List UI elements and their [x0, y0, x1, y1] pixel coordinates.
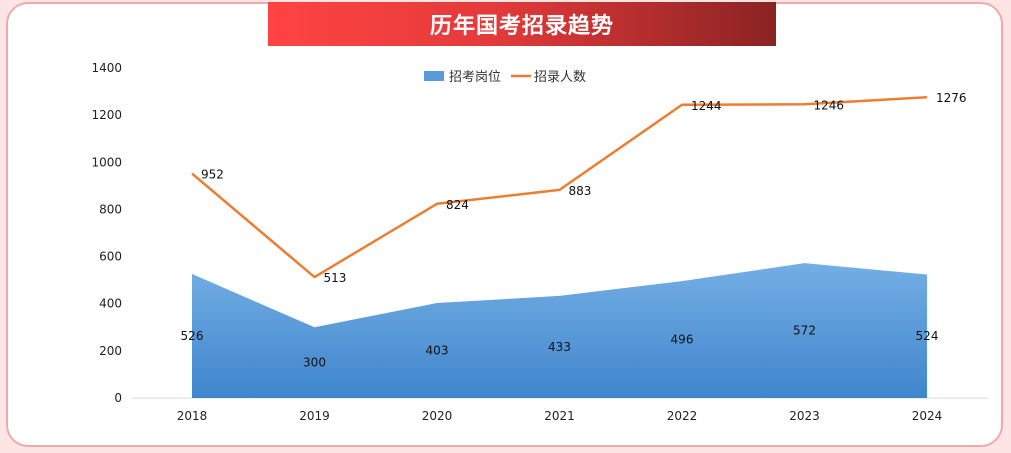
y-tick-label: 800: [99, 202, 122, 216]
y-tick-label: 200: [99, 344, 122, 358]
y-axis: 0 200 400 600 800 1000 1200 1400: [91, 61, 122, 405]
area-series-fill: [192, 263, 927, 398]
x-tick-label: 2021: [544, 409, 575, 423]
x-tick-label: 2019: [299, 409, 330, 423]
y-tick-label: 1000: [91, 155, 122, 169]
line-data-label: 952: [201, 168, 224, 182]
x-tick-label: 2020: [422, 409, 453, 423]
legend-swatch-area: [424, 71, 444, 81]
x-axis: 2018 2019 2020 2021 2022 2023 2024: [132, 397, 988, 423]
legend-label-line: 招录人数: [534, 70, 586, 85]
area-data-label: 524: [916, 329, 939, 343]
y-tick-label: 400: [99, 297, 122, 311]
line-data-label: 1246: [814, 98, 845, 112]
line-data-label: 1276: [936, 91, 967, 105]
area-data-label: 300: [303, 356, 326, 370]
area-data-label: 496: [671, 333, 694, 347]
area-data-label: 572: [793, 324, 816, 338]
y-tick-label: 1400: [91, 61, 122, 75]
legend-label-area: 招考岗位: [449, 70, 501, 85]
line-data-label: 824: [446, 198, 469, 212]
line-data-label: 513: [324, 271, 347, 285]
line-data-label: 883: [569, 184, 592, 198]
line-series-path: [191, 95, 928, 279]
x-tick-label: 2022: [667, 409, 698, 423]
chart-title: 历年国考招录趋势: [268, 2, 776, 46]
data-labels: 526 300 403 433 496 572 524 952 513 824 883 1244 124…: [181, 91, 967, 369]
x-tick-label: 2018: [177, 409, 208, 423]
y-tick-label: 600: [99, 250, 122, 264]
area-data-label: 433: [548, 340, 571, 354]
area-data-label: 403: [426, 344, 449, 358]
y-tick-label: 1200: [91, 108, 122, 122]
line-data-label: 1244: [691, 99, 722, 113]
y-tick-label: 0: [114, 391, 122, 405]
x-tick-label: 2023: [789, 409, 820, 423]
series-line-group: [191, 95, 928, 279]
series-area-group: [192, 263, 927, 398]
x-tick-label: 2024: [912, 409, 943, 423]
area-data-label: 526: [181, 329, 204, 343]
legend: 招考岗位 招录人数: [424, 70, 586, 85]
